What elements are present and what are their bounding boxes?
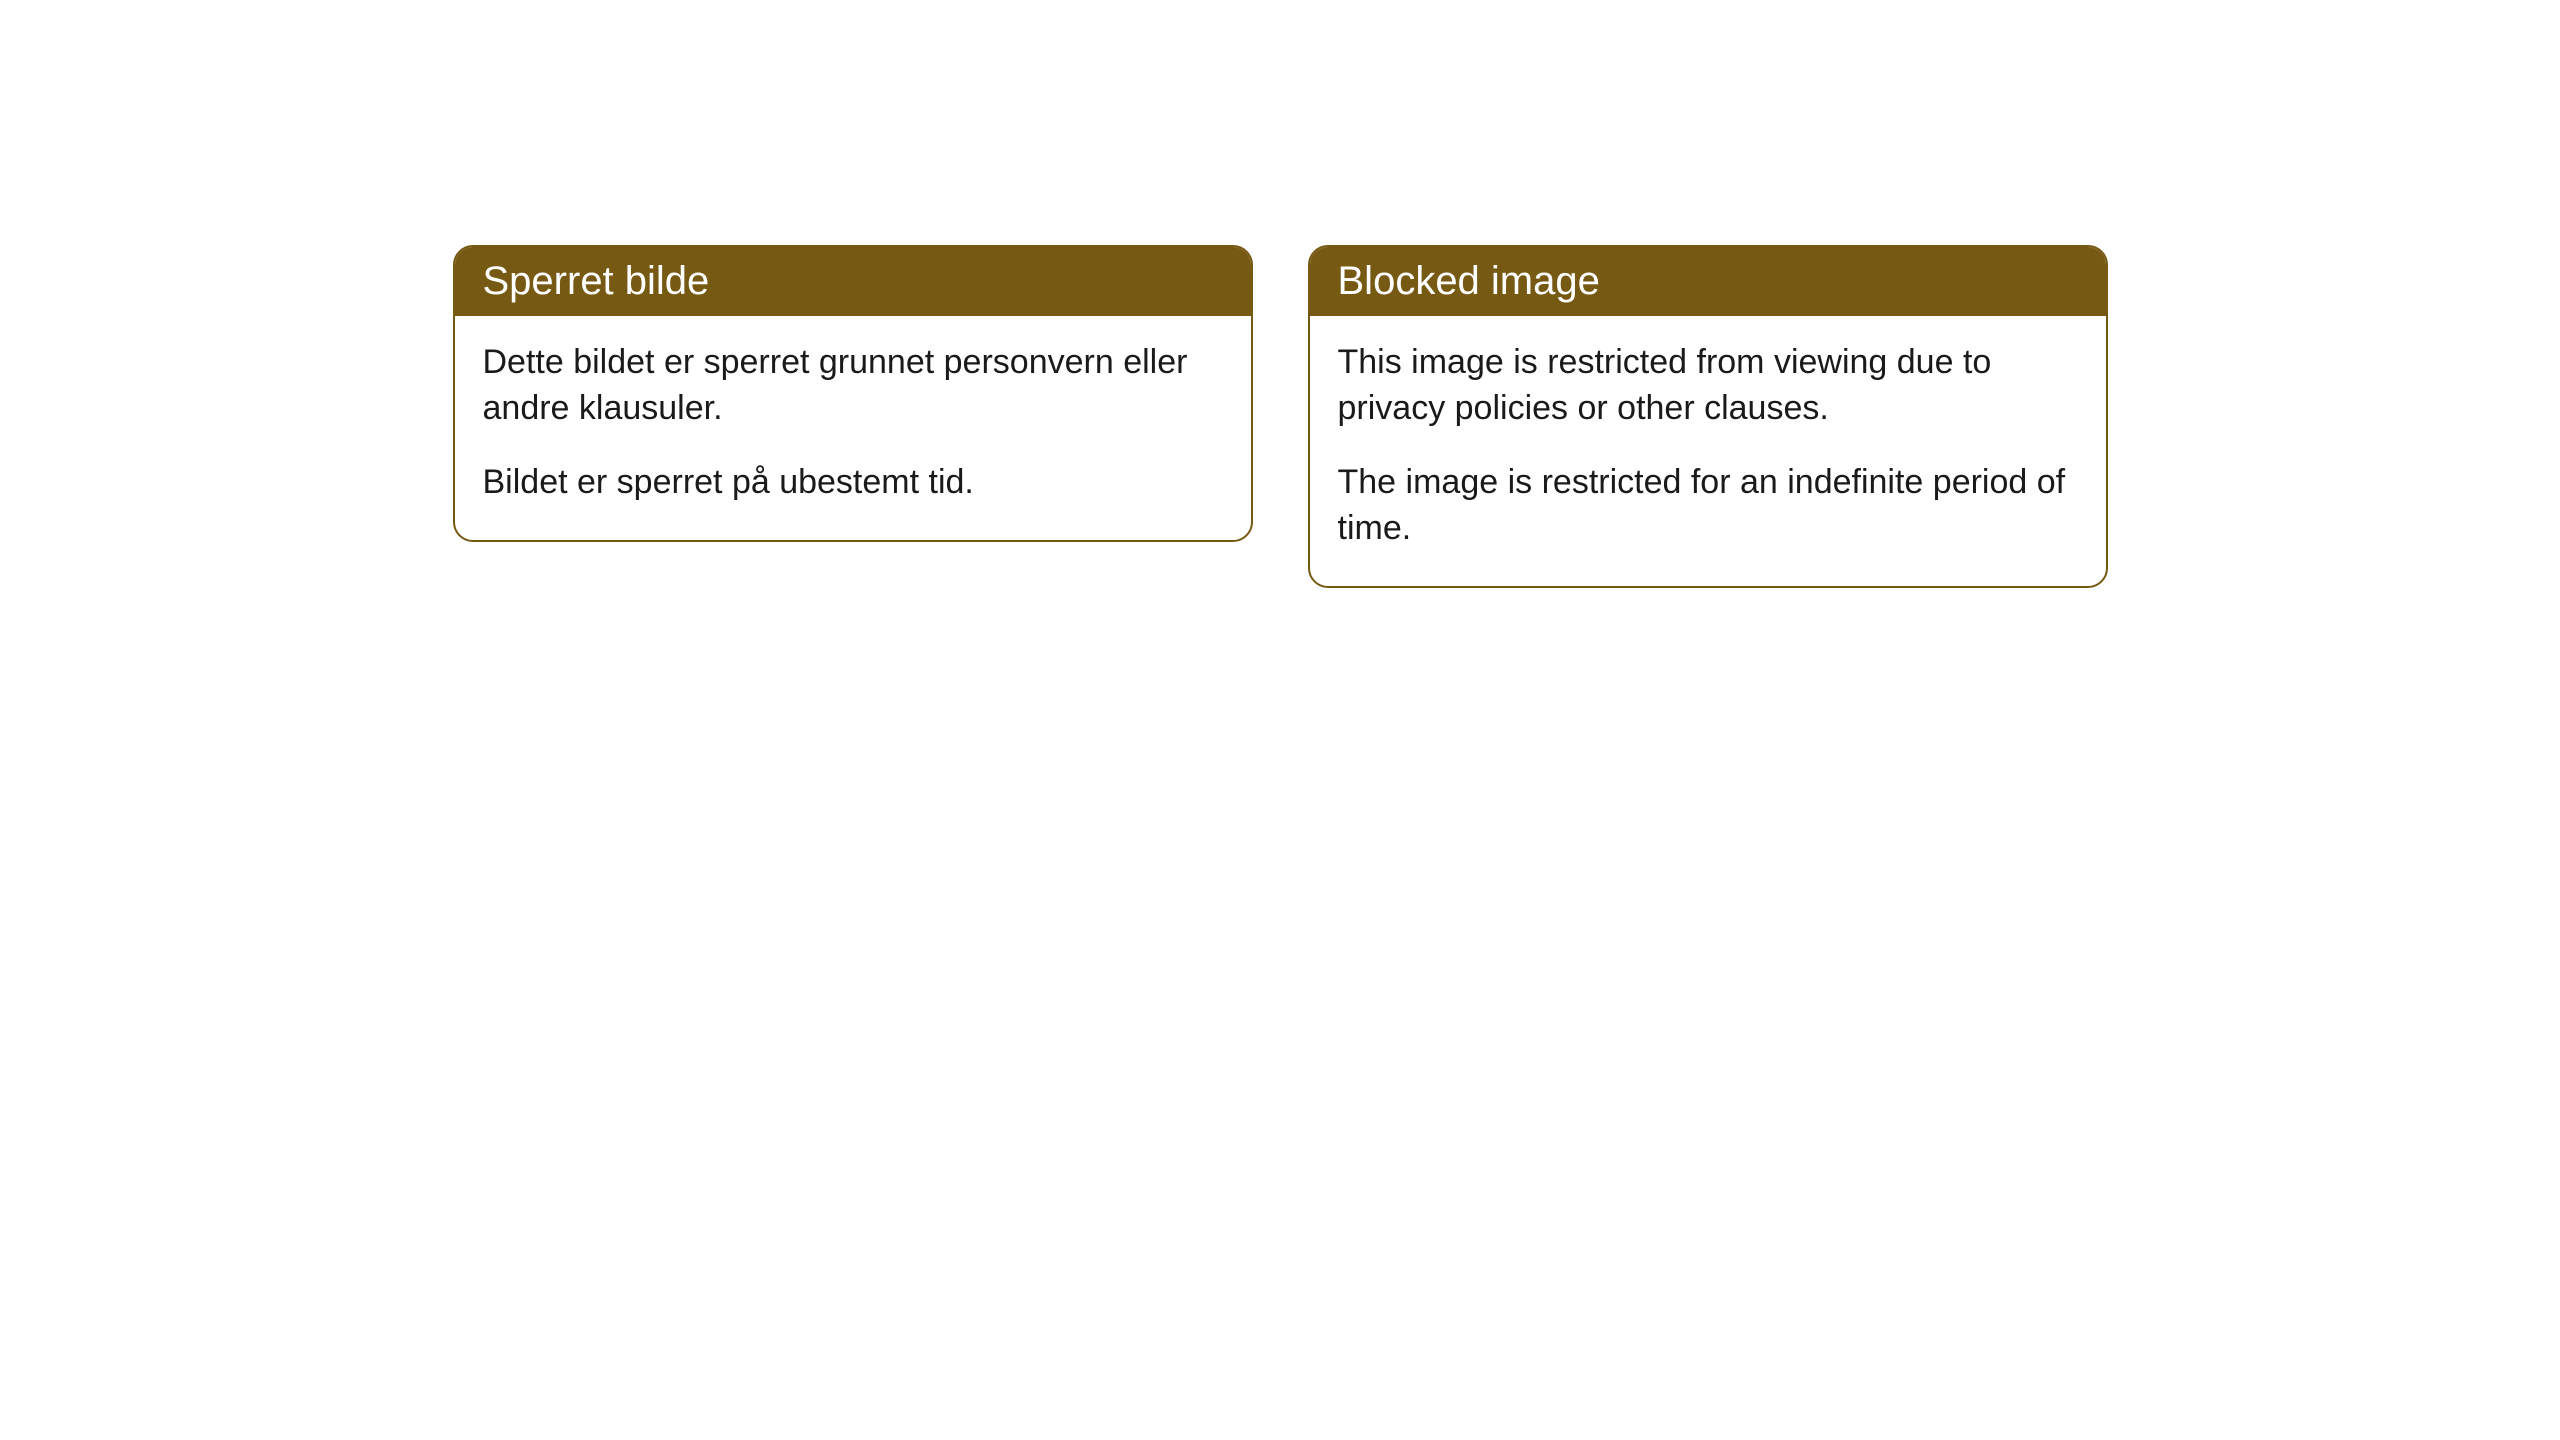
blocked-image-card-english: Blocked image This image is restricted f… [1308, 245, 2108, 588]
card-title: Blocked image [1338, 259, 1600, 303]
card-body-english: This image is restricted from viewing du… [1310, 316, 2106, 586]
notice-text-line-1: This image is restricted from viewing du… [1338, 340, 2078, 432]
card-title: Sperret bilde [483, 259, 710, 303]
notice-text-line-2: Bildet er sperret på ubestemt tid. [483, 460, 1223, 506]
notice-container: Sperret bilde Dette bildet er sperret gr… [453, 245, 2108, 1440]
blocked-image-card-norwegian: Sperret bilde Dette bildet er sperret gr… [453, 245, 1253, 542]
card-body-norwegian: Dette bildet er sperret grunnet personve… [455, 316, 1251, 540]
notice-text-line-1: Dette bildet er sperret grunnet personve… [483, 340, 1223, 432]
notice-text-line-2: The image is restricted for an indefinit… [1338, 460, 2078, 552]
card-header-english: Blocked image [1310, 247, 2106, 316]
card-header-norwegian: Sperret bilde [455, 247, 1251, 316]
